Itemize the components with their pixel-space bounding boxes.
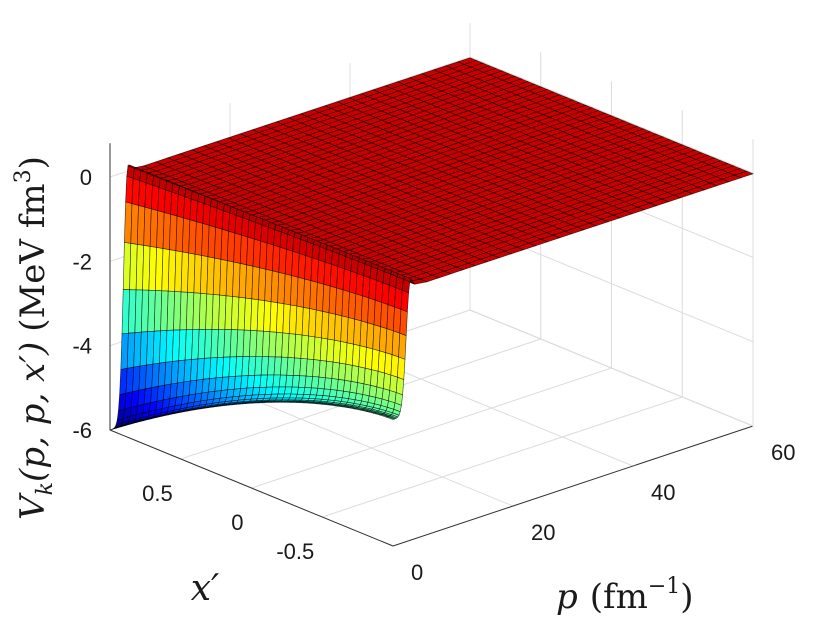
- grid-line-x: [322, 396, 683, 518]
- surface-cell: [397, 356, 406, 381]
- z-tick-label: -4: [72, 334, 92, 359]
- p-axis-label: p (fm−1): [556, 574, 694, 617]
- xprime-tick-label: 0: [231, 510, 243, 535]
- z-tick-label: -6: [72, 418, 92, 443]
- surface-cell: [400, 289, 409, 313]
- floor-edge: [469, 309, 754, 427]
- xprime-axis-label: x′: [191, 568, 219, 609]
- tick-labels: -6 -4 -2 0 0 20 40 60 -0.5 0 0.5: [72, 165, 795, 585]
- surface-cell: [399, 308, 408, 337]
- z-tick-label: -2: [72, 249, 92, 274]
- surface-cell: [395, 376, 405, 396]
- p-tick-label: 0: [411, 560, 423, 585]
- xprime-tick-label: -0.5: [276, 539, 314, 564]
- p-tick-label: 20: [531, 520, 555, 545]
- z-axis-label: Vk(p, p, x′)(MeV fm3): [11, 156, 58, 520]
- surface-cell: [385, 416, 396, 420]
- p-tick-label: 40: [651, 480, 675, 505]
- z-tick-label: 0: [80, 165, 92, 190]
- surface-mesh: [109, 57, 754, 431]
- grid-line-x: [251, 367, 612, 489]
- p-tick-label: 60: [771, 440, 795, 465]
- xprime-tick-label: 0.5: [142, 481, 173, 506]
- surface-cell: [398, 332, 407, 360]
- xprime-axis-line: [109, 429, 394, 547]
- p-axis-line: [392, 425, 754, 547]
